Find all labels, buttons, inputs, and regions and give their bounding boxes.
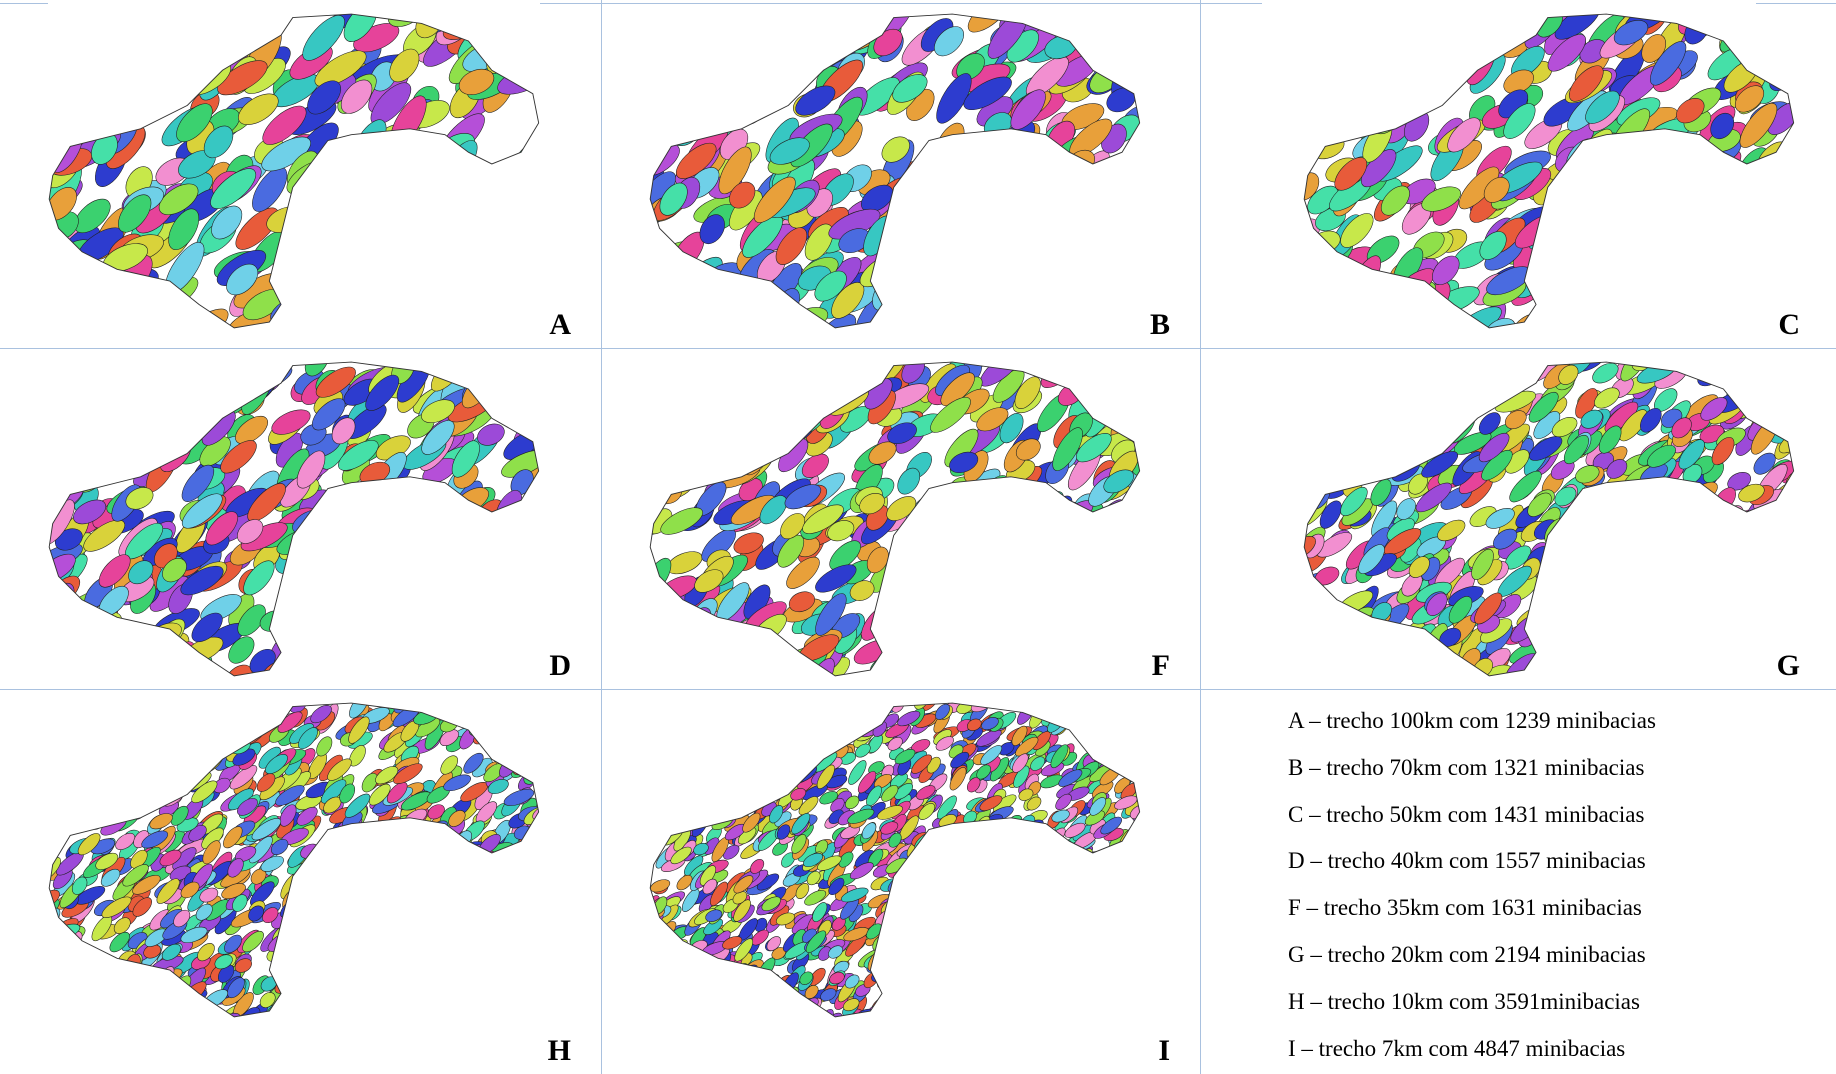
panel-label: C bbox=[1778, 308, 1800, 342]
map-panel: G bbox=[1200, 348, 1836, 689]
panel-label: I bbox=[1158, 1034, 1170, 1068]
legend-entry: B – trecho 70km com 1321 minibacias bbox=[1288, 755, 1644, 781]
basin-map bbox=[0, 0, 601, 348]
basin-map bbox=[601, 348, 1200, 689]
legend-entry: I – trecho 7km com 4847 minibacias bbox=[1288, 1036, 1625, 1062]
basin-map bbox=[0, 689, 601, 1074]
panel-label: F bbox=[1152, 649, 1170, 683]
legend-entry: C – trecho 50km com 1431 minibacias bbox=[1288, 802, 1644, 828]
map-panel: D bbox=[0, 348, 601, 689]
basin-map bbox=[0, 348, 601, 689]
basin-map bbox=[1200, 0, 1836, 348]
figure: A B C D F G H I A – trecho 100km com 1239 miniba… bbox=[0, 0, 1836, 1074]
map-panel: H bbox=[0, 689, 601, 1074]
map-panel: A bbox=[0, 0, 601, 348]
legend-entry: G – trecho 20km com 2194 minibacias bbox=[1288, 942, 1646, 968]
panel-label: A bbox=[549, 308, 571, 342]
legend-entry: F – trecho 35km com 1631 minibacias bbox=[1288, 895, 1642, 921]
legend-entry: A – trecho 100km com 1239 minibacias bbox=[1288, 708, 1656, 734]
panel-label: H bbox=[548, 1034, 571, 1068]
legend-entry: H – trecho 10km com 3591minibacias bbox=[1288, 989, 1640, 1015]
panel-label: G bbox=[1777, 649, 1800, 683]
map-panel: F bbox=[601, 348, 1200, 689]
map-panel: C bbox=[1200, 0, 1836, 348]
basin-map bbox=[601, 0, 1200, 348]
panel-label: D bbox=[549, 649, 571, 683]
basin-map bbox=[601, 689, 1200, 1074]
panel-label: B bbox=[1150, 308, 1170, 342]
map-panel: B bbox=[601, 0, 1200, 348]
legend-entry: D – trecho 40km com 1557 minibacias bbox=[1288, 848, 1646, 874]
map-panel: I bbox=[601, 689, 1200, 1074]
basin-map bbox=[1200, 348, 1836, 689]
